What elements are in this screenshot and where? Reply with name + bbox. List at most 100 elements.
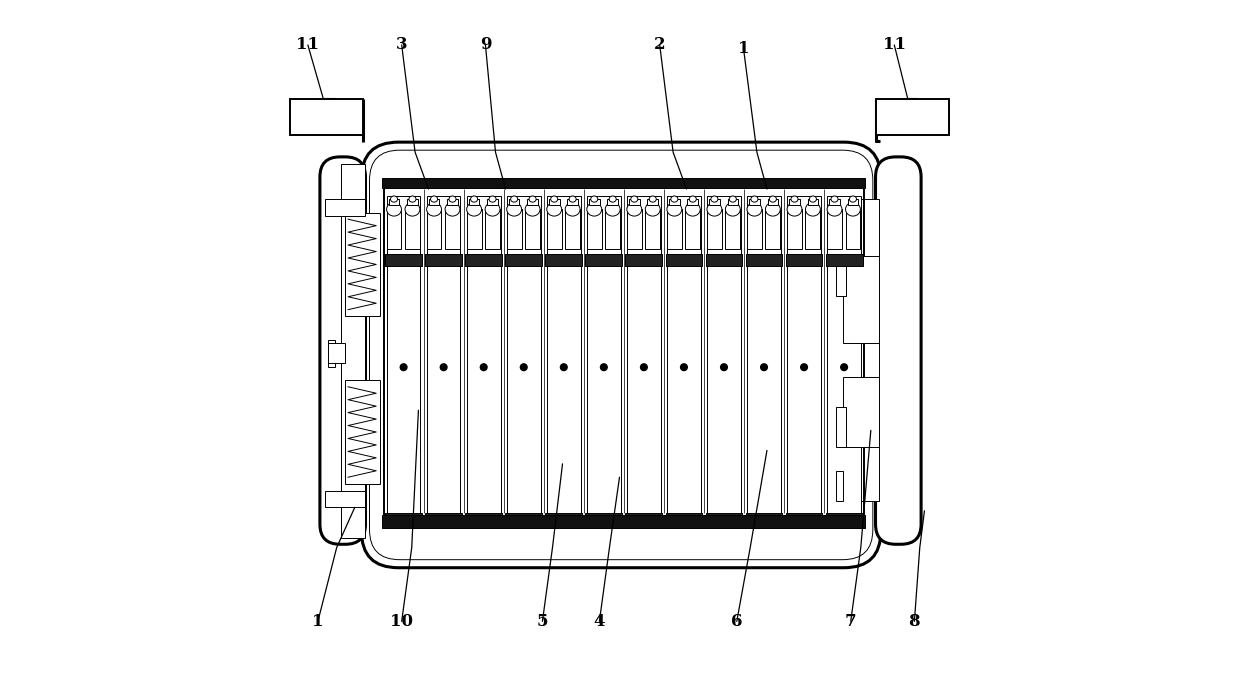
Bar: [836, 470, 843, 501]
Bar: [750, 199, 760, 205]
Ellipse shape: [850, 196, 856, 202]
Circle shape: [560, 364, 567, 371]
Bar: [385, 254, 422, 266]
Bar: [387, 209, 401, 250]
Bar: [707, 209, 722, 250]
Text: 10: 10: [390, 613, 413, 630]
Bar: [705, 513, 742, 526]
Bar: [766, 209, 781, 250]
Ellipse shape: [707, 203, 722, 216]
Bar: [626, 513, 663, 526]
Ellipse shape: [591, 196, 597, 202]
Ellipse shape: [845, 203, 860, 216]
Bar: [786, 254, 823, 266]
Ellipse shape: [587, 203, 602, 216]
Ellipse shape: [809, 196, 817, 202]
Bar: [546, 209, 561, 250]
Bar: [342, 164, 364, 538]
Ellipse shape: [486, 203, 501, 216]
Circle shape: [680, 364, 688, 371]
Bar: [290, 98, 363, 135]
Bar: [468, 199, 479, 205]
Bar: [405, 209, 420, 250]
Bar: [545, 513, 582, 526]
Bar: [876, 98, 949, 135]
Bar: [466, 513, 502, 526]
Ellipse shape: [565, 203, 580, 216]
Bar: [425, 254, 462, 266]
Bar: [627, 209, 642, 250]
Ellipse shape: [529, 196, 536, 202]
Bar: [385, 513, 422, 526]
Circle shape: [440, 364, 447, 371]
Circle shape: [481, 364, 487, 371]
Text: 1: 1: [737, 40, 750, 57]
Bar: [667, 209, 681, 250]
Ellipse shape: [471, 196, 478, 202]
Bar: [665, 254, 703, 266]
Ellipse shape: [685, 203, 700, 216]
Ellipse shape: [631, 196, 638, 202]
Ellipse shape: [387, 203, 401, 216]
Ellipse shape: [790, 196, 798, 202]
Bar: [344, 380, 379, 484]
Text: 8: 8: [908, 613, 921, 630]
Ellipse shape: [445, 203, 460, 216]
Ellipse shape: [649, 196, 657, 202]
Ellipse shape: [711, 196, 717, 202]
Ellipse shape: [627, 203, 642, 216]
Bar: [836, 407, 846, 447]
Bar: [843, 199, 878, 501]
Circle shape: [841, 364, 847, 371]
Bar: [845, 209, 860, 250]
FancyBboxPatch shape: [876, 157, 921, 544]
Bar: [709, 199, 720, 205]
Bar: [426, 209, 441, 250]
Bar: [487, 199, 498, 205]
Text: 4: 4: [593, 613, 605, 630]
Bar: [445, 209, 460, 250]
Bar: [627, 196, 660, 514]
Text: 2: 2: [654, 36, 665, 53]
Bar: [506, 513, 543, 526]
Bar: [545, 254, 582, 266]
Bar: [665, 513, 703, 526]
Ellipse shape: [689, 196, 696, 202]
Bar: [328, 340, 335, 367]
Bar: [787, 196, 821, 514]
Bar: [467, 209, 482, 250]
Bar: [828, 209, 843, 250]
Ellipse shape: [787, 203, 802, 216]
Ellipse shape: [730, 196, 736, 202]
Bar: [387, 196, 420, 514]
Bar: [426, 196, 461, 514]
Ellipse shape: [751, 196, 758, 202]
Bar: [383, 178, 866, 188]
Ellipse shape: [828, 203, 843, 216]
Circle shape: [761, 364, 767, 371]
Ellipse shape: [805, 203, 820, 216]
Ellipse shape: [550, 196, 558, 202]
Bar: [707, 196, 741, 514]
Circle shape: [800, 364, 808, 371]
Bar: [789, 199, 800, 205]
Bar: [429, 199, 440, 205]
Bar: [528, 199, 538, 205]
Bar: [746, 254, 783, 266]
Bar: [646, 209, 660, 250]
Circle shape: [520, 364, 527, 371]
Bar: [607, 199, 618, 205]
Bar: [486, 209, 501, 250]
Ellipse shape: [467, 203, 482, 216]
Ellipse shape: [667, 203, 681, 216]
Bar: [847, 199, 859, 205]
Bar: [829, 199, 840, 205]
Circle shape: [601, 364, 607, 371]
Bar: [836, 256, 846, 296]
Bar: [344, 213, 379, 316]
FancyBboxPatch shape: [362, 142, 881, 568]
Ellipse shape: [409, 196, 416, 202]
Bar: [467, 196, 501, 514]
Bar: [705, 254, 742, 266]
Bar: [787, 209, 802, 250]
